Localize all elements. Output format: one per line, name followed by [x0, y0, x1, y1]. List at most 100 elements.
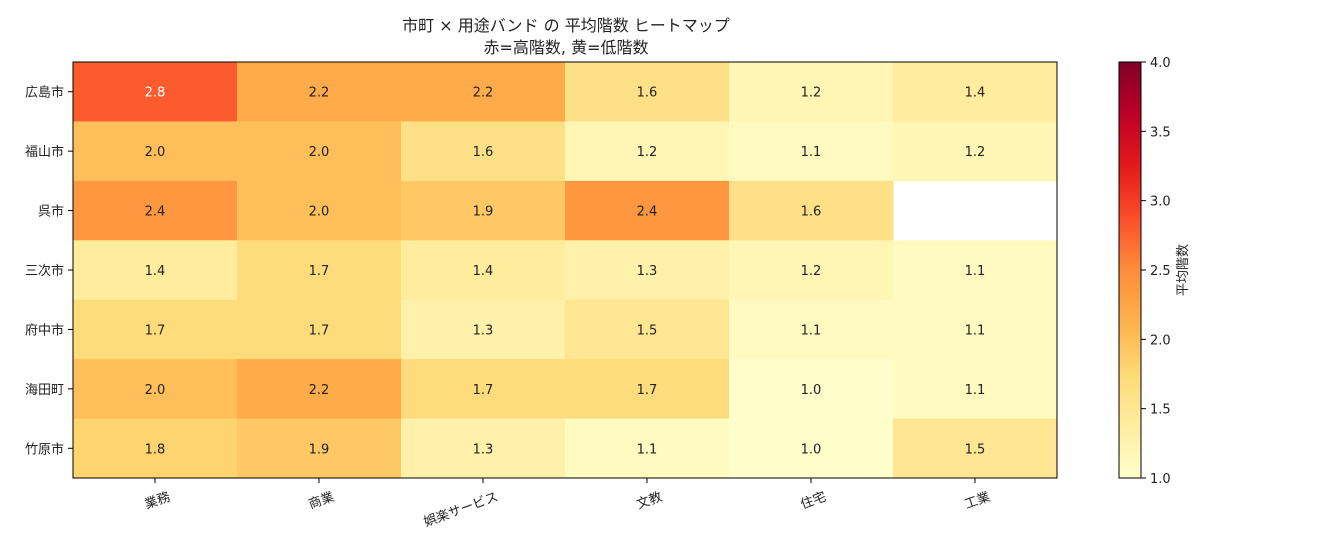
cell-value-label: 1.1 — [965, 264, 986, 279]
colorbar-tick-label: 3.0 — [1150, 195, 1171, 210]
heatmap-cell — [237, 418, 402, 479]
cell-value-label: 1.1 — [965, 383, 986, 398]
heatmap-cell — [893, 121, 1058, 182]
heatmap-cell — [565, 121, 730, 182]
cell-value-label: 1.5 — [637, 323, 658, 338]
heatmap-cell — [565, 359, 730, 420]
cell-value-label: 1.2 — [637, 145, 658, 160]
heatmap-cell — [73, 62, 238, 122]
heatmap-cell — [401, 299, 566, 360]
cell-value-label: 2.4 — [637, 205, 658, 220]
cell-value-label: 2.4 — [145, 205, 166, 220]
y-tick-label: 広島市 — [25, 85, 64, 101]
colorbar-label: 平均階数 — [1176, 244, 1191, 296]
heatmap-cell — [893, 299, 1058, 360]
cell-value-label: 1.3 — [637, 264, 658, 279]
cell-value-label: 2.8 — [145, 86, 166, 101]
heatmap-cell — [565, 418, 730, 479]
cell-value-label: 1.7 — [309, 323, 330, 338]
cell-value-label: 2.0 — [309, 205, 330, 220]
heatmap-cell — [73, 240, 238, 301]
heatmap-cell — [237, 121, 402, 182]
y-tick-label: 府中市 — [25, 322, 64, 338]
heatmap-cell-labels: 2.8 2.2 2.2 1.6 1.2 1.4 2.0 2.0 1.6 1.2 1.1 1.2 2.4 2… — [145, 86, 986, 458]
heatmap-cell — [73, 180, 238, 241]
heatmap-cell — [237, 62, 402, 122]
heatmap-cell — [565, 299, 730, 360]
cell-value-label: 1.4 — [145, 264, 166, 279]
cell-value-label: 1.4 — [965, 86, 986, 101]
colorbar-tick-label: 2.5 — [1150, 264, 1171, 279]
cell-value-label: 1.1 — [965, 323, 986, 338]
cell-value-label: 1.3 — [473, 442, 494, 457]
cell-value-label: 1.6 — [801, 205, 822, 220]
x-tick-label: 商業 — [306, 489, 336, 513]
y-tick-label: 呉市 — [38, 204, 64, 220]
heatmap-cell — [565, 62, 730, 122]
y-tick-label: 海田町 — [25, 383, 64, 398]
y-tick-label: 三次市 — [25, 263, 64, 279]
heatmap-cell — [401, 240, 566, 301]
heatmap-cell — [237, 180, 402, 241]
cell-value-label: 1.2 — [801, 86, 822, 101]
heatmap-cell — [401, 180, 566, 241]
chart-subtitle: 赤=高階数, 黄=低階数 — [484, 38, 649, 57]
colorbar-tick-label: 1.0 — [1150, 472, 1171, 487]
x-tick-label: 文教 — [634, 489, 664, 513]
heatmap-cell — [73, 121, 238, 182]
cell-value-label: 2.0 — [145, 145, 166, 160]
cell-value-label: 2.2 — [309, 383, 330, 398]
cell-value-label: 1.8 — [145, 442, 166, 457]
heatmap-cell — [565, 240, 730, 301]
colorbar: 1.0 1.5 2.0 2.5 3.0 3.5 4.0 — [1118, 56, 1171, 487]
x-tick-label: 工業 — [962, 489, 992, 513]
cell-value-label: 1.6 — [473, 145, 494, 160]
heatmap-cell — [237, 240, 402, 301]
colorbar-gradient — [1118, 61, 1142, 479]
cell-value-label: 1.7 — [637, 383, 658, 398]
y-tick-label: 福山市 — [25, 144, 64, 160]
cell-value-label: 1.2 — [801, 264, 822, 279]
cell-value-label: 1.0 — [801, 383, 822, 398]
heatmap-cells — [73, 62, 1058, 479]
heatmap-cell — [729, 359, 894, 420]
cell-value-label: 1.1 — [801, 323, 822, 338]
cell-value-label: 1.1 — [801, 145, 822, 160]
cell-value-label: 1.6 — [637, 86, 658, 101]
cell-value-label: 1.7 — [473, 383, 494, 398]
cell-value-label: 2.0 — [145, 383, 166, 398]
heatmap-cell — [893, 62, 1058, 122]
heatmap-cell — [729, 121, 894, 182]
cell-value-label: 1.3 — [473, 323, 494, 338]
cell-value-label: 1.9 — [473, 205, 494, 220]
cell-value-label: 1.9 — [309, 442, 330, 457]
heatmap-cell — [729, 418, 894, 479]
cell-value-label: 1.7 — [309, 264, 330, 279]
cell-value-label: 1.1 — [637, 442, 658, 457]
cell-value-label: 2.2 — [473, 86, 494, 101]
heatmap-cell — [565, 180, 730, 241]
heatmap-cell — [73, 359, 238, 420]
colorbar-tick-label: 1.5 — [1150, 403, 1171, 418]
cell-value-label: 2.2 — [309, 86, 330, 101]
heatmap-cell — [237, 359, 402, 420]
cell-value-label: 1.0 — [801, 442, 822, 457]
x-tick-label: 住宅 — [799, 490, 829, 513]
x-tick-label: 業務 — [142, 489, 172, 513]
cell-value-label: 1.4 — [473, 264, 494, 279]
heatmap-cell — [893, 418, 1058, 479]
heatmap-cell — [401, 62, 566, 122]
heatmap-cell — [73, 299, 238, 360]
heatmap-cell — [237, 299, 402, 360]
heatmap-cell — [893, 359, 1058, 420]
cell-value-label: 1.2 — [965, 145, 986, 160]
heatmap-cell — [729, 299, 894, 360]
colorbar-tick-label: 4.0 — [1150, 56, 1171, 71]
y-tick-label: 竹原市 — [25, 441, 64, 457]
colorbar-tick-label: 3.5 — [1150, 125, 1171, 140]
heatmap-cell — [73, 418, 238, 479]
cell-value-label: 1.7 — [145, 323, 166, 338]
